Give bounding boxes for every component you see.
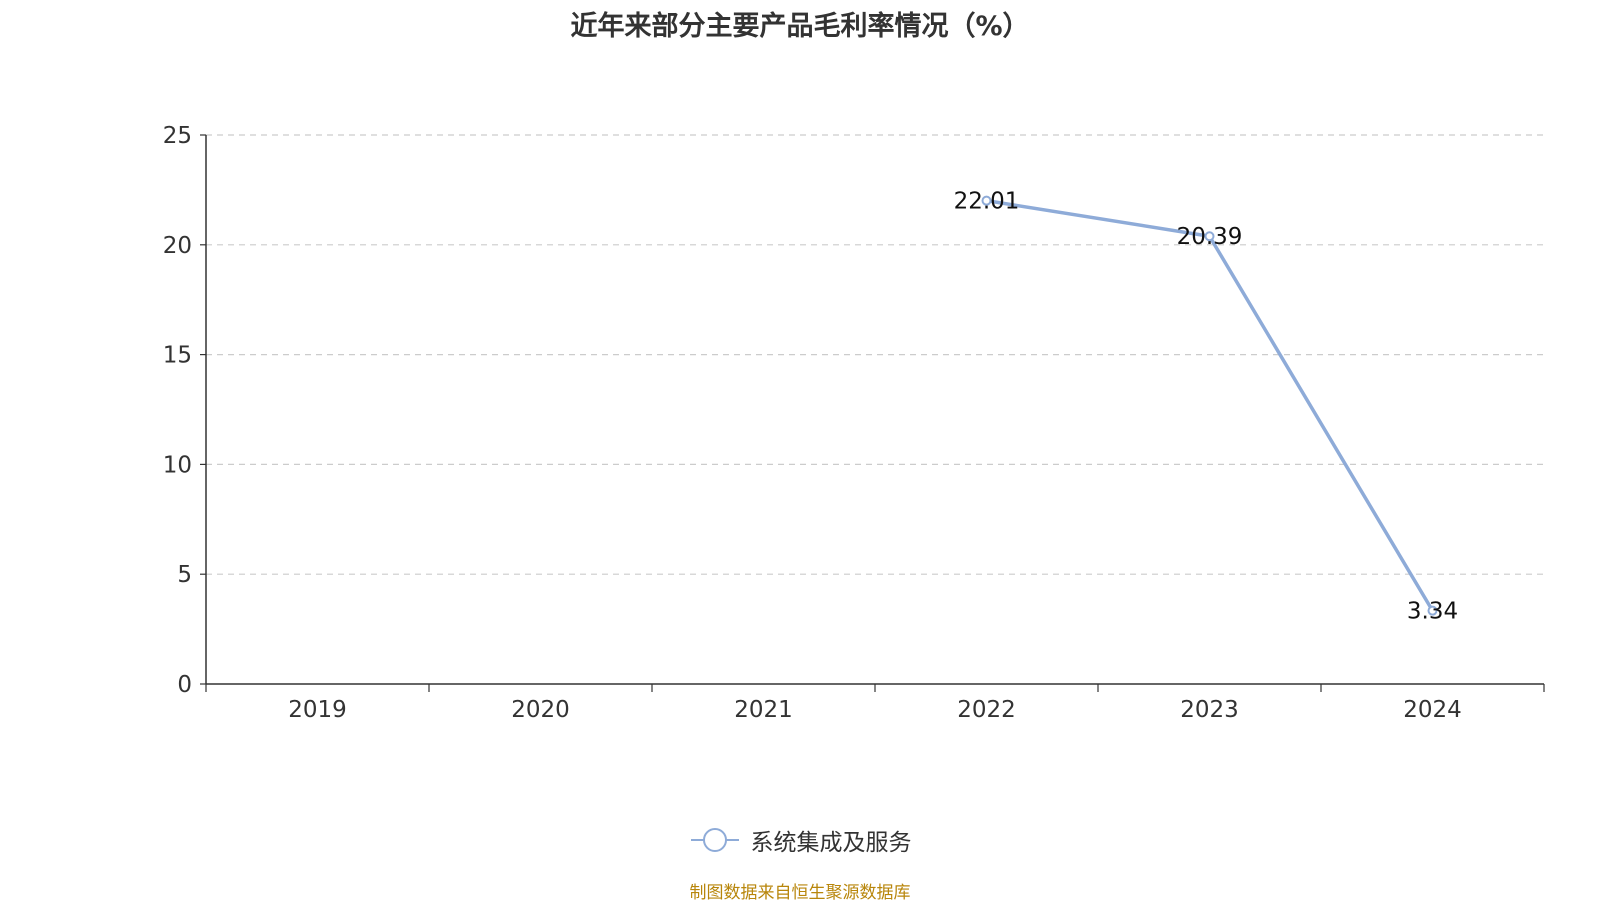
x-tick-label: 2024: [1403, 697, 1462, 723]
x-tick-label: 2023: [1180, 697, 1239, 723]
data-label: 20.39: [1177, 224, 1243, 250]
data-label: 22.01: [954, 189, 1020, 215]
y-tick-label: 20: [163, 233, 192, 259]
data-label: 3.34: [1407, 599, 1458, 625]
gridlines: [206, 134, 1544, 575]
x-tick-label: 2021: [734, 697, 793, 723]
y-tick-label: 15: [163, 343, 192, 369]
chart-title: 近年来部分主要产品毛利率情况（%）: [570, 11, 1030, 42]
y-tick-label: 25: [163, 123, 192, 149]
data-point: [981, 195, 992, 206]
source-note: 制图数据来自恒生聚源数据库: [689, 883, 911, 903]
data-point: [1204, 231, 1215, 242]
x-tick-label: 2022: [957, 697, 1016, 723]
line-chart: 0 5 10 15 20 25 2019 2020 2021 2022 2023 2024 22.01…: [163, 123, 1545, 723]
series-line: [986, 198, 1435, 612]
y-tick-label: 10: [163, 452, 192, 478]
x-tick-label: 2020: [511, 697, 570, 723]
axes: 0 5 10 15 20 25 2019 2020 2021 2022 2023 2024: [163, 123, 1545, 723]
series-lines: [981, 195, 1438, 616]
data-labels: 22.01 20.39 3.34: [954, 189, 1459, 625]
x-tick-label: 2019: [288, 697, 347, 723]
data-point: [1427, 605, 1438, 616]
legend[interactable]: 系统集成及服务: [0, 820, 1600, 860]
y-tick-label: 0: [177, 672, 192, 698]
legend-label: 系统集成及服务: [750, 830, 912, 856]
y-tick-label: 5: [177, 562, 192, 588]
legend-line-circle-icon: [690, 828, 739, 852]
